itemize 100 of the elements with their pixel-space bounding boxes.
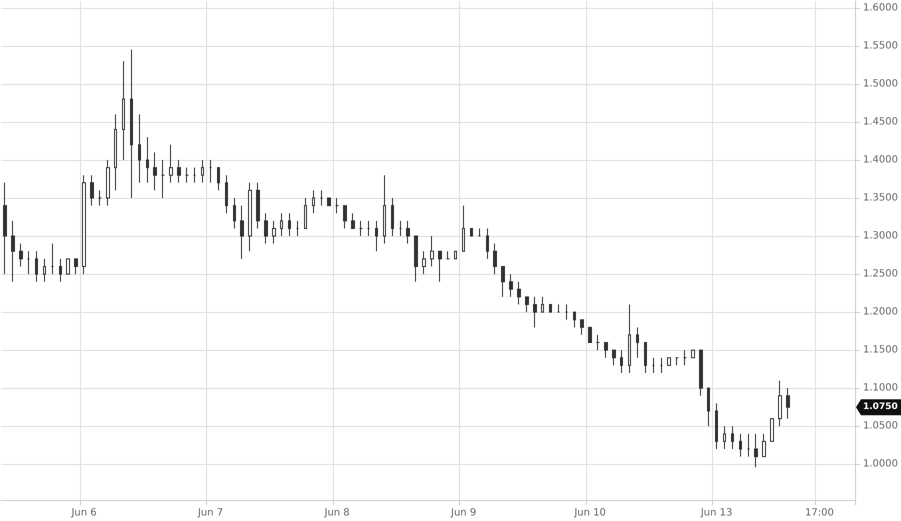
candlestick: [335, 198, 339, 214]
text: 1.0750: [863, 402, 898, 412]
candlestick: [256, 182, 260, 229]
candlestick: [114, 114, 117, 191]
candlestick: [660, 357, 663, 374]
candlestick: [161, 159, 165, 199]
candlestick: [596, 334, 600, 351]
candlestick: [541, 296, 544, 313]
candlestick: [66, 258, 70, 275]
y-tick-label: 1.1000: [863, 382, 898, 394]
candlestick: [43, 258, 46, 282]
candlestick: [11, 220, 15, 282]
candlestick: [438, 250, 442, 282]
candlestick: [446, 250, 450, 260]
y-tick-label: 1.3500: [863, 192, 898, 204]
candlestick: [177, 159, 181, 184]
candlestick: [517, 281, 521, 306]
candlestick: [59, 258, 62, 282]
candlestick: [723, 426, 726, 450]
candlestick: [691, 350, 695, 358]
candlestick: [422, 250, 426, 275]
candlestick: [414, 236, 418, 282]
candlestick: [675, 357, 679, 366]
y-tick-label: 1.5500: [863, 40, 898, 52]
candlestick: [272, 220, 276, 244]
candlestick: [778, 380, 782, 427]
candlestick: [367, 220, 370, 237]
y-tick-label: 1.6000: [863, 2, 898, 14]
candlestick: [359, 220, 363, 237]
candlestick: [699, 350, 703, 396]
x-tick-label: Jun 10: [573, 508, 606, 518]
candlestick: [280, 212, 283, 237]
candlestick: [430, 236, 434, 267]
candlestick: [739, 433, 742, 458]
candlestick: [240, 205, 244, 260]
candlestick: [248, 182, 252, 252]
y-tick-label: 1.1500: [863, 344, 898, 356]
candlestick: [747, 433, 750, 458]
y-tick-label: 1.4000: [863, 154, 898, 166]
candlestick: [612, 350, 616, 366]
candlestick: [264, 212, 268, 244]
candlestick: [375, 220, 378, 252]
candlestick: [351, 212, 355, 229]
candlestick: [754, 433, 758, 468]
candlestick: [770, 418, 774, 442]
candlestick: [130, 49, 133, 199]
candlestick: [683, 350, 687, 366]
candlestick: [549, 304, 552, 313]
candlestick: [462, 205, 465, 252]
candlestick: [786, 388, 790, 420]
candlestick: [486, 228, 489, 260]
candlestick: [644, 342, 647, 374]
candlestick: [588, 326, 592, 344]
candlestick: [533, 296, 537, 328]
y-tick-label: 1.5000: [863, 78, 898, 90]
candlestick: [383, 174, 386, 244]
candlestick: [454, 250, 457, 260]
candlestick: [217, 167, 220, 191]
candlestick: [153, 152, 157, 191]
candlestick: [82, 174, 86, 275]
candlestick: [628, 304, 631, 374]
y-tick-label: 1.0000: [863, 458, 898, 470]
candlestick: [493, 243, 497, 275]
candlestick: [509, 274, 513, 298]
candlestick: [707, 388, 710, 427]
y-tick-label: 1.4500: [863, 116, 898, 128]
candlestick: [146, 136, 149, 184]
candlestick: [193, 167, 196, 184]
candlestick: [580, 319, 584, 336]
candlestick: [90, 174, 94, 206]
candlestick: [343, 205, 347, 229]
candlestick: [573, 312, 576, 328]
candlestick: [731, 426, 734, 450]
candlestick: [3, 182, 7, 275]
candlestick: [327, 198, 331, 206]
x-tick-label: Jun 7: [196, 508, 224, 518]
candlestick: [106, 159, 110, 206]
candlestick: [225, 174, 228, 214]
x-tick-label: 17:00: [805, 508, 834, 518]
x-tick-label: Jun 13: [700, 508, 732, 518]
candlestick: [636, 326, 639, 358]
candlestick: [19, 243, 23, 267]
candlestick: [27, 250, 30, 275]
candlestick: [501, 266, 505, 298]
candlestick: [320, 190, 323, 206]
candlestick: [296, 220, 299, 237]
candlestick: [667, 357, 671, 366]
candlestick: [98, 190, 102, 206]
candlestick: [74, 258, 78, 275]
x-tick-label: Jun 6: [70, 508, 97, 518]
candlestick: [122, 60, 125, 160]
candlestick: [209, 159, 212, 184]
candlestick: [525, 296, 529, 313]
candlestick: [565, 304, 568, 320]
candlestick: [201, 159, 204, 184]
candlestick: [304, 198, 307, 229]
candlestick: [138, 114, 141, 184]
y-tick-label: 1.0500: [863, 420, 898, 432]
candlestick: [169, 144, 173, 184]
candlestick: [557, 304, 560, 313]
